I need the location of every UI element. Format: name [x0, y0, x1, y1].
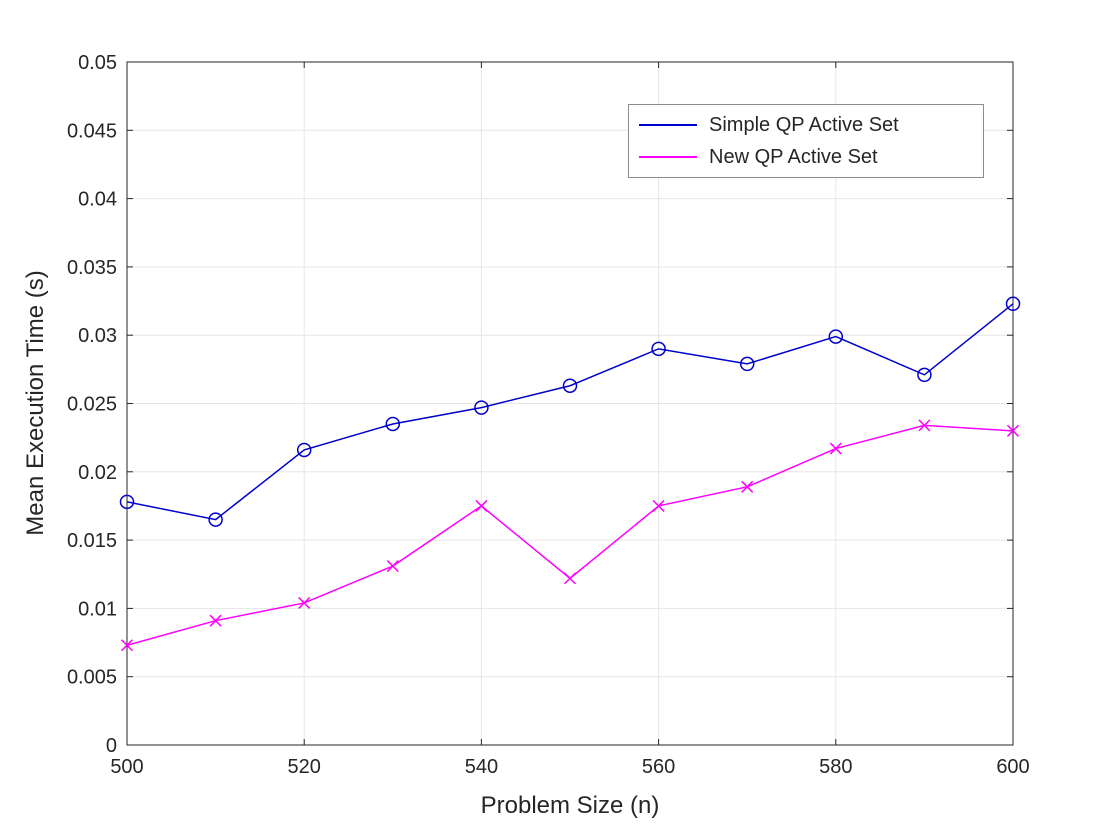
- legend-label-simple-qp: Simple QP Active Set: [709, 113, 899, 136]
- x-tick-label: 580: [819, 756, 852, 778]
- marker-x: [918, 419, 931, 432]
- y-tick-label: 0.025: [67, 394, 117, 416]
- y-tick-label: 0.05: [78, 52, 117, 74]
- y-tick-label: 0.015: [67, 530, 117, 552]
- marker-x: [475, 499, 488, 512]
- x-tick-label: 540: [465, 756, 498, 778]
- marker-x: [1006, 424, 1020, 437]
- series-line-0: [126, 303, 1014, 521]
- x-tick-label: 600: [996, 756, 1029, 778]
- marker-x: [652, 499, 665, 512]
- marker-circle: [562, 378, 578, 393]
- marker-x: [386, 560, 399, 573]
- marker-x: [120, 639, 134, 652]
- x-tick-label: 520: [288, 756, 321, 778]
- y-tick-label: 0.03: [78, 325, 117, 347]
- y-axis-label: Mean Execution Time (s): [22, 270, 49, 536]
- marker-circle: [651, 341, 666, 357]
- marker-circle: [739, 356, 755, 372]
- legend-item-new-qp: New QP Active Set: [639, 145, 973, 169]
- marker-circle: [296, 442, 312, 458]
- marker-circle: [1005, 296, 1021, 312]
- y-tick-label: 0.01: [78, 598, 117, 620]
- marker-x: [209, 614, 222, 627]
- legend-label-new-qp: New QP Active Set: [709, 145, 878, 168]
- marker-circle: [917, 367, 932, 383]
- series-line-1: [126, 424, 1014, 647]
- y-tick-label: 0.035: [67, 257, 117, 279]
- marker-x: [298, 596, 311, 609]
- legend-line-sample-simple-qp: [639, 124, 697, 126]
- y-tick-label: 0.02: [78, 462, 117, 484]
- y-tick-label: 0.045: [67, 120, 117, 142]
- y-tick-label: 0.04: [78, 189, 117, 211]
- marker-x: [741, 480, 754, 493]
- marker-x: [829, 442, 842, 455]
- marker-circle: [119, 494, 135, 510]
- y-tick-label: 0: [106, 735, 117, 757]
- x-tick-label: 500: [110, 756, 143, 778]
- y-tick-label: 0.005: [67, 667, 117, 689]
- marker-circle: [474, 400, 489, 415]
- legend: Simple QP Active Set New QP Active Set: [628, 104, 984, 178]
- x-axis-label: Problem Size (n): [480, 792, 660, 819]
- marker-x: [563, 572, 577, 585]
- marker-circle: [208, 512, 223, 527]
- legend-item-simple-qp: Simple QP Active Set: [639, 113, 973, 137]
- marker-circle: [828, 329, 844, 344]
- legend-line-sample-new-qp: [639, 156, 697, 158]
- x-tick-label: 560: [642, 756, 675, 778]
- marker-circle: [385, 416, 401, 432]
